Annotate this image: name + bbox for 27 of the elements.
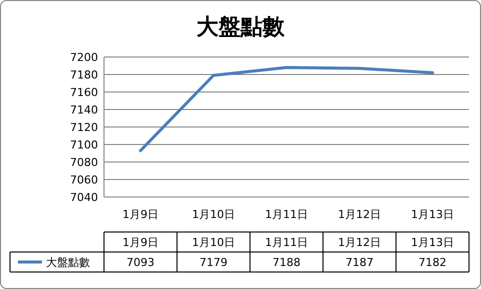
data-label: 7093 <box>126 256 154 269</box>
chart-title: 大盤點數 <box>196 15 286 40</box>
y-tick-label: 7160 <box>70 86 98 99</box>
y-tick-label: 7180 <box>70 68 98 82</box>
data-label: 7182 <box>418 256 446 269</box>
legend-label: 大盤點數 <box>46 256 90 269</box>
y-tick-label: 7120 <box>70 120 98 134</box>
x-tick-label: 1月12日 <box>338 208 381 221</box>
x-tick-label: 1月10日 <box>192 208 235 221</box>
y-tick-label: 7140 <box>70 103 98 116</box>
y-tick-label: 7060 <box>70 173 98 186</box>
x-tick-label: 1月9日 <box>122 208 158 221</box>
y-tick-label: 7100 <box>70 138 98 152</box>
category-label: 1月12日 <box>338 236 381 249</box>
line-series <box>139 66 434 152</box>
category-label: 1月13日 <box>411 236 454 249</box>
category-label: 1月11日 <box>265 236 308 249</box>
y-tick-label: 7040 <box>70 190 98 204</box>
x-tick-label: 1月11日 <box>265 208 308 221</box>
category-label: 1月9日 <box>122 236 158 249</box>
data-label: 7188 <box>272 256 300 269</box>
category-label: 1月10日 <box>192 236 235 249</box>
data-label: 7179 <box>200 256 228 269</box>
data-label: 7187 <box>346 256 374 269</box>
x-tick-label: 1月13日 <box>411 208 454 221</box>
y-tick-label: 7080 <box>70 156 98 169</box>
y-tick-label: 7200 <box>70 50 98 64</box>
